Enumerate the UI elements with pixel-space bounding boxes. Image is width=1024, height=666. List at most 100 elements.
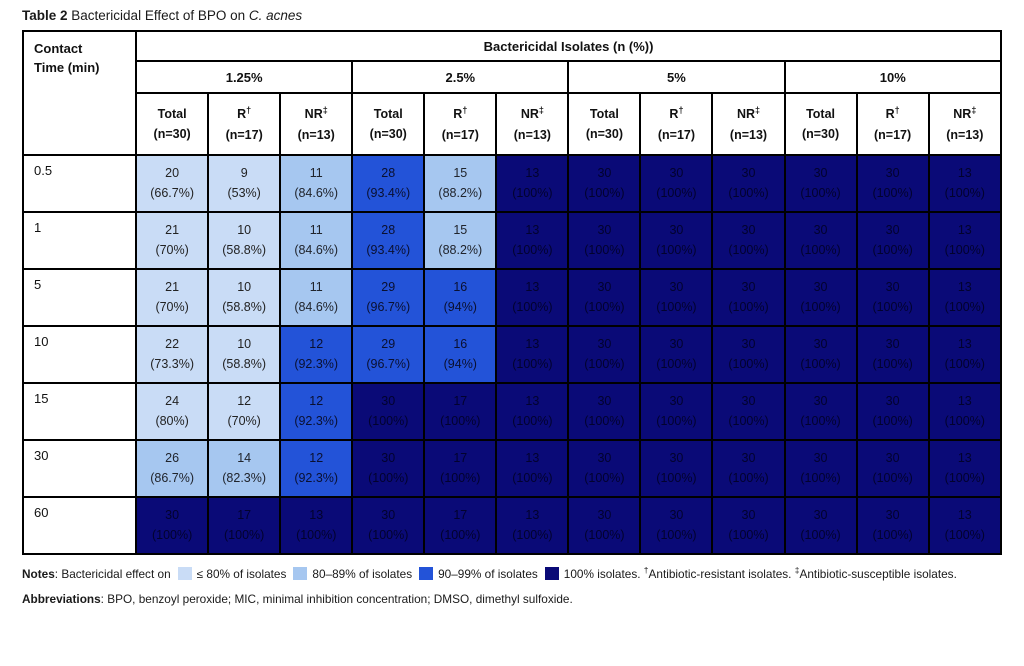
- data-cell: 30 (100%): [567, 325, 642, 384]
- cell-percent: (100%): [584, 185, 625, 200]
- cell-percent: (100%): [296, 527, 337, 542]
- data-cell: 30 (100%): [711, 211, 786, 270]
- row-time-label: 60: [21, 496, 138, 555]
- cell-percent: (100%): [440, 527, 481, 542]
- cell-percent: (100%): [800, 413, 841, 428]
- table-row: 30 26 (86.7%) 14 (82.3%) 12 (92.3%) 30 (100%) 17 (…: [21, 439, 1003, 498]
- cell-percent: (96.7%): [366, 299, 411, 314]
- data-cell: 30 (100%): [639, 325, 714, 384]
- data-cell: 17 (100%): [207, 496, 282, 555]
- cell-count: 13: [525, 508, 540, 523]
- concentration-header: 10%: [783, 60, 1003, 94]
- cell-count: 30: [813, 337, 828, 352]
- cell-percent: (100%): [944, 527, 985, 542]
- table-row: 1 21 (70%) 10 (58.8%) 11 (84.6%) 28 (93.4%) 15 (88…: [21, 211, 1003, 270]
- data-cell: 30 (100%): [783, 496, 858, 555]
- cell-percent: (84.6%): [294, 242, 339, 257]
- table-row: 60 30 (100%) 17 (100%) 13 (100%) 30 (100%) 17 (100…: [21, 496, 1003, 555]
- cell-count: 30: [669, 337, 684, 352]
- abbreviations-text: : BPO, benzoyl peroxide; MIC, minimal in…: [100, 591, 573, 606]
- data-cell: 29 (96.7%): [351, 325, 426, 384]
- abbreviations-line: Abbreviations: BPO, benzoyl peroxide; MI…: [22, 592, 1004, 606]
- data-cell: 30 (100%): [711, 268, 786, 327]
- data-cell: 12 (92.3%): [279, 382, 354, 441]
- data-cell: 11 (84.6%): [279, 268, 354, 327]
- data-cell: 13 (100%): [927, 496, 1003, 555]
- cell-count: 13: [525, 394, 540, 409]
- cell-percent: (96.7%): [366, 356, 411, 371]
- data-cell: 13 (100%): [927, 325, 1003, 384]
- data-cell: 15 (88.2%): [423, 211, 498, 270]
- data-cell: 30 (100%): [639, 382, 714, 441]
- cell-percent: (100%): [656, 527, 697, 542]
- cell-percent: (94%): [443, 299, 477, 314]
- data-cell: 11 (84.6%): [279, 211, 354, 270]
- row-time-label: 1: [21, 211, 138, 270]
- data-cell: 10 (58.8%): [207, 325, 282, 384]
- cell-count: 16: [453, 280, 468, 295]
- subcolumn-header: Total (n=30): [135, 92, 210, 156]
- cell-count: 30: [741, 280, 756, 295]
- concentration-header: 5%: [567, 60, 786, 94]
- data-cell: 13 (100%): [927, 154, 1003, 213]
- legend-text: ≤ 80% of isolates: [196, 566, 287, 581]
- data-cell: 30 (100%): [855, 154, 930, 213]
- data-cell: 30 (100%): [711, 439, 786, 498]
- data-cell: 12 (70%): [207, 382, 282, 441]
- data-cell: 30 (100%): [351, 382, 426, 441]
- data-cell: 30 (100%): [567, 268, 642, 327]
- data-cell: 30 (100%): [639, 439, 714, 498]
- cell-count: 30: [813, 508, 828, 523]
- cell-percent: (70%): [227, 413, 261, 428]
- cell-count: 30: [381, 451, 396, 466]
- cell-percent: (100%): [728, 527, 769, 542]
- cell-percent: (100%): [944, 356, 985, 371]
- cell-percent: (100%): [584, 242, 625, 257]
- cell-count: 13: [525, 280, 540, 295]
- cell-count: 30: [669, 223, 684, 238]
- cell-count: 30: [597, 451, 612, 466]
- cell-percent: (100%): [656, 356, 697, 371]
- cell-count: 12: [309, 337, 324, 352]
- cell-count: 13: [957, 337, 972, 352]
- dagger-symbol: †: [462, 105, 468, 116]
- table-row: 10 22 (73.3%) 10 (58.8%) 12 (92.3%) 29 (96.7%) 16…: [21, 325, 1003, 384]
- cell-percent: (82.3%): [222, 470, 267, 485]
- cell-percent: (58.8%): [222, 242, 267, 257]
- cell-percent: (58.8%): [222, 356, 267, 371]
- data-cell: 30 (100%): [351, 496, 426, 555]
- cell-percent: (100%): [944, 470, 985, 485]
- cell-count: 30: [885, 280, 900, 295]
- cell-percent: (70%): [155, 299, 189, 314]
- data-cell: 30 (100%): [567, 211, 642, 270]
- cell-percent: (100%): [800, 356, 841, 371]
- cell-percent: (100%): [656, 185, 697, 200]
- cell-percent: (100%): [872, 299, 913, 314]
- table-number: Table 2: [22, 8, 68, 23]
- cell-count: 30: [813, 280, 828, 295]
- cell-count: 20: [165, 166, 180, 181]
- data-cell: 9 (53%): [207, 154, 282, 213]
- cell-count: 30: [597, 166, 612, 181]
- data-cell: 14 (82.3%): [207, 439, 282, 498]
- cell-count: 11: [309, 223, 323, 238]
- data-cell: 13 (100%): [495, 154, 570, 213]
- double-dagger-symbol: ‡: [794, 565, 800, 575]
- cell-count: 29: [381, 337, 396, 352]
- cell-count: 12: [309, 394, 324, 409]
- cell-count: 13: [525, 223, 540, 238]
- cell-count: 28: [381, 166, 396, 181]
- cell-percent: (100%): [872, 413, 913, 428]
- cell-count: 13: [525, 337, 540, 352]
- row-time-label: 15: [21, 382, 138, 441]
- cell-percent: (58.8%): [222, 299, 267, 314]
- row-time-label: 5: [21, 268, 138, 327]
- cell-percent: (100%): [584, 413, 625, 428]
- subcolumn-header: R† (n=17): [639, 92, 714, 156]
- table-title-text: Bactericidal Effect of BPO on: [67, 8, 249, 23]
- data-cell: 30 (100%): [639, 496, 714, 555]
- cell-count: 30: [597, 280, 612, 295]
- cell-percent: (100%): [800, 185, 841, 200]
- cell-percent: (94%): [443, 356, 477, 371]
- cell-count: 13: [957, 280, 972, 295]
